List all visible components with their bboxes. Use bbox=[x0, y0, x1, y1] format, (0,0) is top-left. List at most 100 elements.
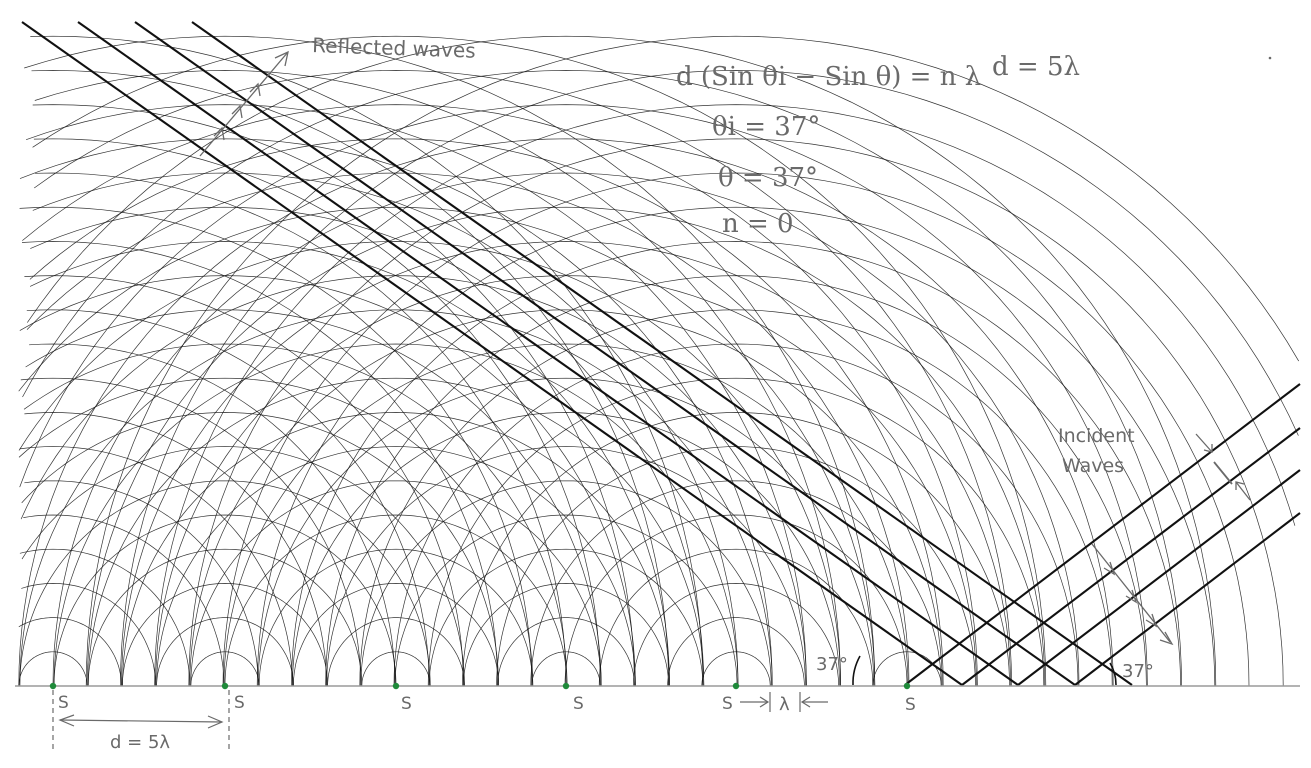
wavelet-arc bbox=[32, 35, 1047, 687]
wavelet-arc bbox=[32, 104, 635, 687]
huygens-wavelets bbox=[18, 35, 1300, 687]
reflected-angle-equation: θ = 37° bbox=[718, 163, 818, 193]
wavelet-arc bbox=[325, 275, 1147, 687]
wavelet-arc bbox=[121, 241, 1011, 687]
reflected-waves-label: Reflected waves bbox=[312, 33, 476, 63]
wavelet-arc bbox=[23, 343, 568, 687]
wavelet-arc bbox=[18, 138, 1114, 687]
wavelet-arc bbox=[18, 377, 534, 687]
wavelet-arc bbox=[291, 241, 1181, 687]
wavelet-arc bbox=[598, 548, 874, 687]
sources bbox=[49, 682, 911, 690]
wavelet-arc bbox=[462, 412, 1010, 687]
wavelet-arc bbox=[27, 35, 1217, 687]
wavelet-arc bbox=[30, 206, 705, 687]
wavelet-arc bbox=[18, 206, 876, 687]
wavelet-arc bbox=[293, 583, 499, 687]
wavelet-arc bbox=[33, 70, 1012, 687]
wavelet-arc bbox=[21, 583, 156, 687]
spacing-equation: d = 5λ bbox=[992, 52, 1080, 82]
wavelet-arc bbox=[190, 651, 260, 686]
wavelet-arc bbox=[120, 70, 1299, 687]
wavelet-arc bbox=[189, 309, 943, 687]
wavelet-arc bbox=[122, 583, 328, 687]
wavelet-arc bbox=[633, 583, 839, 687]
wavelet-arc bbox=[188, 138, 1284, 687]
wavelet-arc bbox=[19, 309, 773, 687]
incident-wavefront bbox=[961, 427, 1301, 686]
wavelet-arc bbox=[19, 104, 1148, 687]
wavelet-arc bbox=[256, 206, 1216, 687]
wavelet-arc bbox=[872, 651, 942, 686]
wavelet-arc bbox=[292, 412, 840, 687]
incident-label-line1: Incident bbox=[1058, 425, 1135, 447]
wavelet-arc bbox=[701, 651, 771, 686]
wavelet-arc bbox=[22, 70, 1182, 687]
wavelet-arc bbox=[21, 241, 498, 687]
wavelet-arc bbox=[19, 275, 636, 687]
wavelet-arc bbox=[29, 138, 944, 687]
incident-label-line2: Waves bbox=[1062, 455, 1124, 477]
incident-direction-arrows bbox=[1091, 433, 1251, 646]
wavelet-arc bbox=[154, 104, 1296, 687]
wavelet-arc bbox=[52, 172, 1080, 687]
angle-label-right: 37° bbox=[1122, 661, 1154, 682]
wavelet-arc bbox=[31, 70, 669, 687]
incident-wavefront bbox=[1074, 512, 1301, 686]
angle-label-left: 37° bbox=[816, 654, 848, 675]
wavelet-arc bbox=[19, 206, 533, 687]
wavelet-arc bbox=[87, 377, 705, 687]
source-label: S bbox=[401, 694, 412, 714]
wavelet-arc bbox=[223, 343, 909, 687]
incident-wavefronts bbox=[904, 383, 1301, 686]
incident-angle-equation: θi = 37° bbox=[712, 112, 820, 142]
wavelet-arc bbox=[393, 343, 1079, 687]
wavelet-arc bbox=[463, 583, 669, 687]
wavelength-label: λ bbox=[779, 694, 790, 715]
wavelet-arc bbox=[222, 172, 1250, 687]
spacing-dimension bbox=[52, 690, 230, 752]
wavelet-arc bbox=[564, 514, 908, 687]
wavelet-arc bbox=[18, 617, 122, 686]
wavelet-arc bbox=[34, 70, 841, 687]
wavelet-arc bbox=[20, 377, 362, 687]
wavelet-arc bbox=[22, 104, 978, 687]
reflected-direction-arrows bbox=[199, 50, 289, 157]
source-label: S bbox=[58, 693, 69, 713]
wavelet-arc bbox=[21, 412, 499, 687]
wavelet-arc bbox=[19, 548, 191, 687]
wavelet-arc bbox=[18, 241, 841, 687]
source-dot bbox=[49, 682, 57, 690]
wavelet-arc bbox=[86, 206, 1046, 687]
wavelet-arc bbox=[33, 138, 601, 687]
source-dot bbox=[562, 682, 570, 690]
wavelet-arc bbox=[326, 446, 806, 687]
reflected-wavefronts bbox=[21, 21, 1133, 686]
wavelet-arc bbox=[19, 138, 773, 687]
wavelet-arc bbox=[530, 480, 942, 687]
wavelet-arc bbox=[327, 617, 465, 686]
wavelet-arc bbox=[29, 241, 670, 687]
source-dot bbox=[732, 682, 740, 690]
wavelet-arc bbox=[156, 617, 294, 686]
source-label: S bbox=[234, 693, 245, 713]
wavelet-arc bbox=[23, 514, 225, 687]
wavelet-arc bbox=[32, 172, 739, 687]
reflected-wavefront bbox=[134, 21, 1076, 686]
angle-arc-left bbox=[852, 655, 861, 686]
source-dot bbox=[903, 682, 911, 690]
wavelet-arc bbox=[257, 377, 875, 687]
wavelet-arc bbox=[122, 412, 670, 687]
angle-arc-right bbox=[1109, 662, 1117, 686]
wavelet-arc bbox=[29, 343, 396, 687]
wavelet-arc bbox=[497, 617, 635, 686]
source-dot bbox=[392, 682, 400, 690]
reflected-wavefront bbox=[77, 21, 1019, 686]
wavelet-arc bbox=[428, 548, 704, 687]
wavelet-arc bbox=[359, 309, 1113, 687]
wavelet-arc bbox=[53, 514, 397, 687]
source-dot bbox=[221, 682, 229, 690]
pencil-dot bbox=[1268, 56, 1272, 60]
